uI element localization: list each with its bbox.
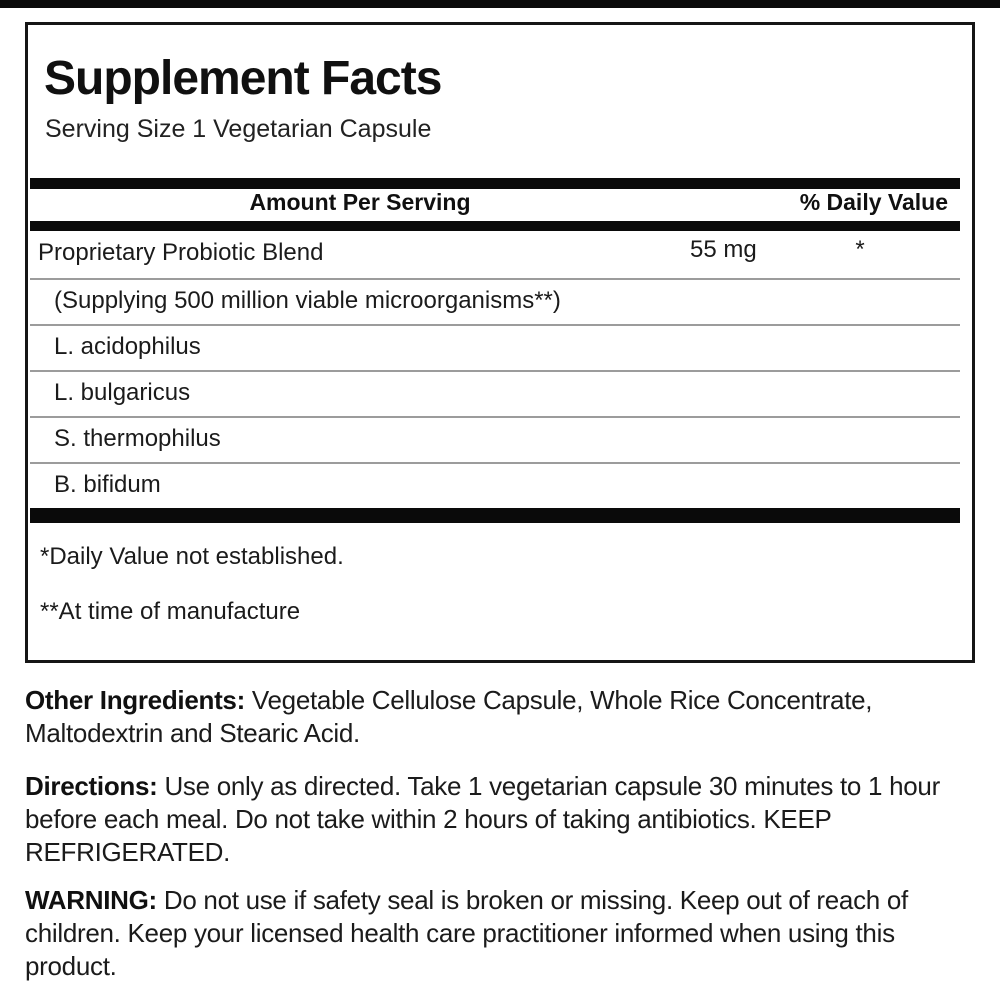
ingredient-amount: 55 mg bbox=[690, 236, 757, 263]
footnote-daily-value: *Daily Value not established. bbox=[40, 543, 344, 570]
table-row: Proprietary Probiotic Blend 55 mg * bbox=[30, 232, 960, 278]
ingredient-name: L. bulgaricus bbox=[54, 379, 191, 406]
panel-title: Supplement Facts bbox=[44, 52, 442, 105]
warning-section: WARNING: Do not use if safety seal is br… bbox=[25, 884, 977, 983]
other-ingredients-text: Vegetable Cellulose Capsule, Whole Rice … bbox=[25, 685, 873, 748]
other-ingredients-section: Other Ingredients: Vegetable Cellulose C… bbox=[25, 684, 977, 750]
supplement-facts-panel: Supplement Facts Serving Size 1 Vegetari… bbox=[25, 22, 975, 663]
ingredient-daily-value: * bbox=[855, 236, 865, 263]
ingredient-name: L. acidophilus bbox=[54, 333, 201, 360]
top-rule bbox=[0, 0, 1000, 8]
ingredient-name: (Supplying 500 million viable microorgan… bbox=[54, 287, 561, 314]
header-rule-top bbox=[30, 178, 960, 189]
warning-label: WARNING: bbox=[25, 885, 157, 915]
column-header-daily-value: % Daily Value bbox=[799, 189, 948, 215]
ingredient-name: B. bifidum bbox=[54, 471, 161, 498]
ingredient-name: S. thermophilus bbox=[54, 425, 221, 452]
serving-size-text: Serving Size 1 Vegetarian Capsule bbox=[45, 115, 432, 143]
table-bottom-rule bbox=[30, 508, 960, 523]
ingredient-name: Proprietary Probiotic Blend bbox=[38, 239, 324, 266]
directions-text: Use only as directed. Take 1 vegetarian … bbox=[25, 771, 940, 867]
footnote-manufacture: **At time of manufacture bbox=[40, 598, 301, 625]
column-header-amount: Amount Per Serving bbox=[249, 189, 471, 215]
directions-label: Directions: bbox=[25, 771, 158, 801]
table-row: S. thermophilus bbox=[30, 416, 960, 462]
table-row: (Supplying 500 million viable microorgan… bbox=[30, 278, 960, 324]
warning-text: Do not use if safety seal is broken or m… bbox=[25, 885, 908, 981]
table-row: L. bulgaricus bbox=[30, 370, 960, 416]
other-ingredients-label: Other Ingredients: bbox=[25, 685, 245, 715]
table-row: B. bifidum bbox=[30, 462, 960, 508]
ingredient-table: Proprietary Probiotic Blend 55 mg * (Sup… bbox=[30, 232, 960, 508]
directions-section: Directions: Use only as directed. Take 1… bbox=[25, 770, 977, 869]
table-row: L. acidophilus bbox=[30, 324, 960, 370]
header-rule-bottom bbox=[30, 221, 960, 231]
